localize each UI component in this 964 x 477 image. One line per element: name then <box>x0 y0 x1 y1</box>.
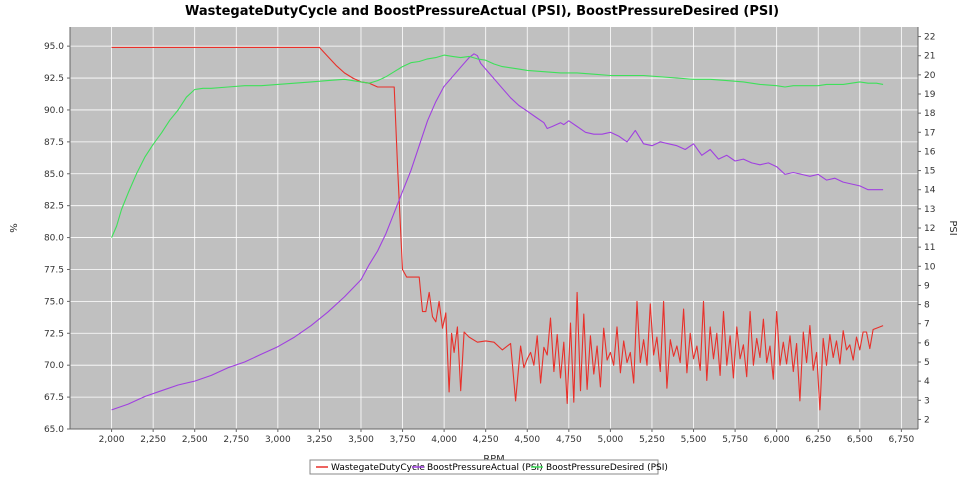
y-right-tick-label: 19 <box>924 90 936 100</box>
grid-lines <box>70 27 918 430</box>
x-tick-label: 6,250 <box>805 435 831 445</box>
y-right-tick-label: 15 <box>924 167 935 177</box>
y-right-tick-label: 12 <box>924 224 935 234</box>
y-right-tick-label: 10 <box>924 262 936 272</box>
y-left-tick-label: 70.0 <box>44 361 64 371</box>
legend-box <box>309 459 659 475</box>
y-axis-right-title: PSI <box>947 220 958 235</box>
x-tick-label: 5,750 <box>722 435 748 445</box>
legend-label-wastegate: WastegateDutyCycle <box>331 463 425 473</box>
y-right-tick-label: 7 <box>924 320 930 330</box>
y-right-tick-label: 2 <box>924 415 930 425</box>
legend-label-actual: BoostPressureActual (PSI) <box>427 463 543 473</box>
y-right-tick-label: 16 <box>924 147 936 157</box>
y-right-tick-label: 9 <box>924 281 930 291</box>
x-tick-label: 2,500 <box>182 435 208 445</box>
x-tick-label: 4,500 <box>514 435 540 445</box>
boost-pressure-desired-line <box>111 54 884 238</box>
boost-pressure-actual-line <box>111 53 884 411</box>
y-left-tick-label: 75.0 <box>44 297 64 307</box>
x-tick-label: 6,500 <box>847 435 873 445</box>
y-right-tick-label: 3 <box>924 396 930 406</box>
y-right-tick-label: 8 <box>924 301 930 311</box>
y-left-tick-label: 95.0 <box>44 42 64 52</box>
x-tick-label: 3,500 <box>348 435 374 445</box>
x-tick-label: 4,750 <box>556 435 582 445</box>
y-axis-left-title: % <box>7 223 18 233</box>
y-right-tick-label: 21 <box>924 52 935 62</box>
wastegate-duty-cycle-line <box>111 46 884 411</box>
y-left-tick-label: 92.5 <box>44 74 64 84</box>
legend-label-desired: BoostPressureDesired (PSI) <box>546 463 668 473</box>
y-left-tick-label: 72.5 <box>44 329 64 339</box>
x-tick-label: 4,000 <box>431 435 457 445</box>
y-left-tick-label: 77.5 <box>44 265 64 275</box>
legend: WastegateDutyCycle BoostPressureActual (… <box>309 459 668 475</box>
x-tick-label: 6,750 <box>888 435 914 445</box>
x-tick-label: 5,500 <box>681 435 707 445</box>
y-left-tick-label: 90.0 <box>44 106 64 116</box>
x-tick-label: 3,750 <box>390 435 416 445</box>
y-left-tick-label: 65.0 <box>44 425 64 435</box>
y-left-tick-label: 87.5 <box>44 138 64 148</box>
y-right-tick-label: 22 <box>924 33 935 43</box>
y-left-tick-label: 85.0 <box>44 170 64 180</box>
plot-area <box>70 27 918 429</box>
x-tick-label: 5,250 <box>639 435 665 445</box>
series-layer <box>111 46 884 411</box>
x-tick-label: 2,250 <box>140 435 166 445</box>
x-tick-label: 5,000 <box>598 435 624 445</box>
x-tick-label: 6,000 <box>764 435 790 445</box>
y-right-tick-label: 18 <box>924 109 936 119</box>
x-tick-label: 2,750 <box>223 435 249 445</box>
x-tick-label: 3,250 <box>307 435 333 445</box>
axes: 2,000 2,250 2,500 2,750 3,000 3,250 3,500 3,750… <box>44 27 936 445</box>
y-right-tick-label: 11 <box>924 243 935 253</box>
y-right-tick-label: 5 <box>924 358 930 368</box>
chart-title: WastegateDutyCycle and BoostPressureActu… <box>185 4 779 19</box>
y-right-tick-label: 17 <box>924 128 935 138</box>
x-tick-label: 4,250 <box>473 435 499 445</box>
y-right-tick-label: 14 <box>924 186 936 196</box>
y-right-tick-label: 13 <box>924 205 935 215</box>
y-left-tick-label: 67.5 <box>44 393 64 403</box>
y-right-tick-label: 4 <box>924 377 930 387</box>
y-left-tick-label: 82.5 <box>44 202 64 212</box>
y-left-tick-label: 80.0 <box>44 234 64 244</box>
x-tick-label: 2,000 <box>99 435 125 445</box>
y-right-tick-label: 20 <box>924 71 936 81</box>
x-tick-label: 3,000 <box>265 435 291 445</box>
y-right-tick-label: 6 <box>924 339 930 349</box>
